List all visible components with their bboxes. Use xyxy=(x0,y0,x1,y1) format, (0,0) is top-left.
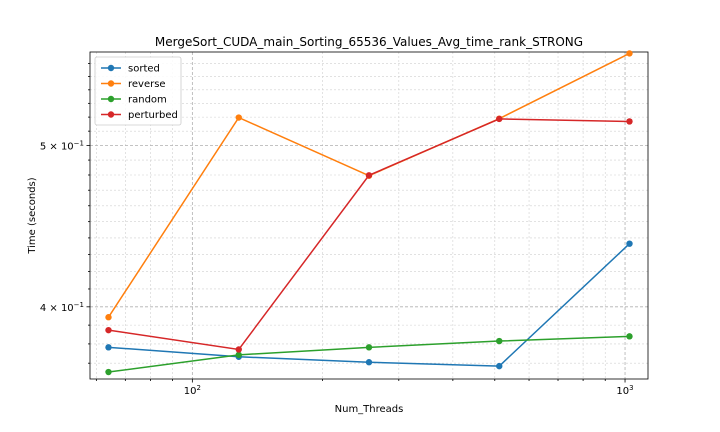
legend-label-random: random xyxy=(128,95,167,106)
chart-title: MergeSort_CUDA_main_Sorting_65536_Values… xyxy=(155,35,583,49)
legend-label-sorted: sorted xyxy=(128,64,160,75)
data-point-random xyxy=(105,368,112,376)
data-point-random xyxy=(496,337,503,345)
series-reverse xyxy=(105,50,633,321)
legend-marker-random xyxy=(107,95,115,103)
series-line-perturbed xyxy=(108,118,630,351)
x-axis-label: Num_Threads xyxy=(335,404,404,415)
data-point-reverse xyxy=(235,114,242,121)
x-tick-label: 103 xyxy=(616,384,633,397)
legend-label-reverse: reverse xyxy=(128,79,166,90)
data-point-random xyxy=(626,333,633,340)
data-point-perturbed xyxy=(105,326,112,334)
y-axis-label: Time (seconds) xyxy=(27,177,38,254)
data-point-sorted xyxy=(626,240,633,247)
y-tick-label: 5 × 10−1 xyxy=(40,139,84,152)
data-point-sorted xyxy=(105,344,112,351)
data-point-reverse xyxy=(626,50,633,57)
plot-area xyxy=(89,51,649,380)
x-tick-label: 102 xyxy=(184,384,201,397)
series-layer xyxy=(105,50,633,376)
legend: sorted reverse random perturbed xyxy=(94,56,182,126)
legend-marker-reverse xyxy=(107,80,115,87)
data-point-random xyxy=(235,351,242,359)
axis-ticks: 102 103 4 × 10−1 5 × 10−1 xyxy=(40,63,634,397)
data-point-sorted xyxy=(365,359,373,366)
data-point-reverse xyxy=(105,314,112,321)
y-tick-label: 4 × 10−1 xyxy=(40,301,84,314)
data-point-sorted xyxy=(496,362,503,370)
legend-marker-sorted xyxy=(107,64,115,72)
series-perturbed xyxy=(105,115,633,353)
legend-box xyxy=(94,56,182,126)
data-point-perturbed xyxy=(496,115,503,123)
data-point-perturbed xyxy=(365,172,373,179)
legend-marker-perturbed xyxy=(107,111,115,118)
data-point-perturbed xyxy=(626,118,633,125)
grid xyxy=(90,52,648,379)
legend-label-perturbed: perturbed xyxy=(128,110,178,121)
series-line-reverse xyxy=(107,52,630,318)
series-random xyxy=(105,333,633,376)
data-point-random xyxy=(365,344,373,351)
data-point-perturbed xyxy=(235,346,242,353)
